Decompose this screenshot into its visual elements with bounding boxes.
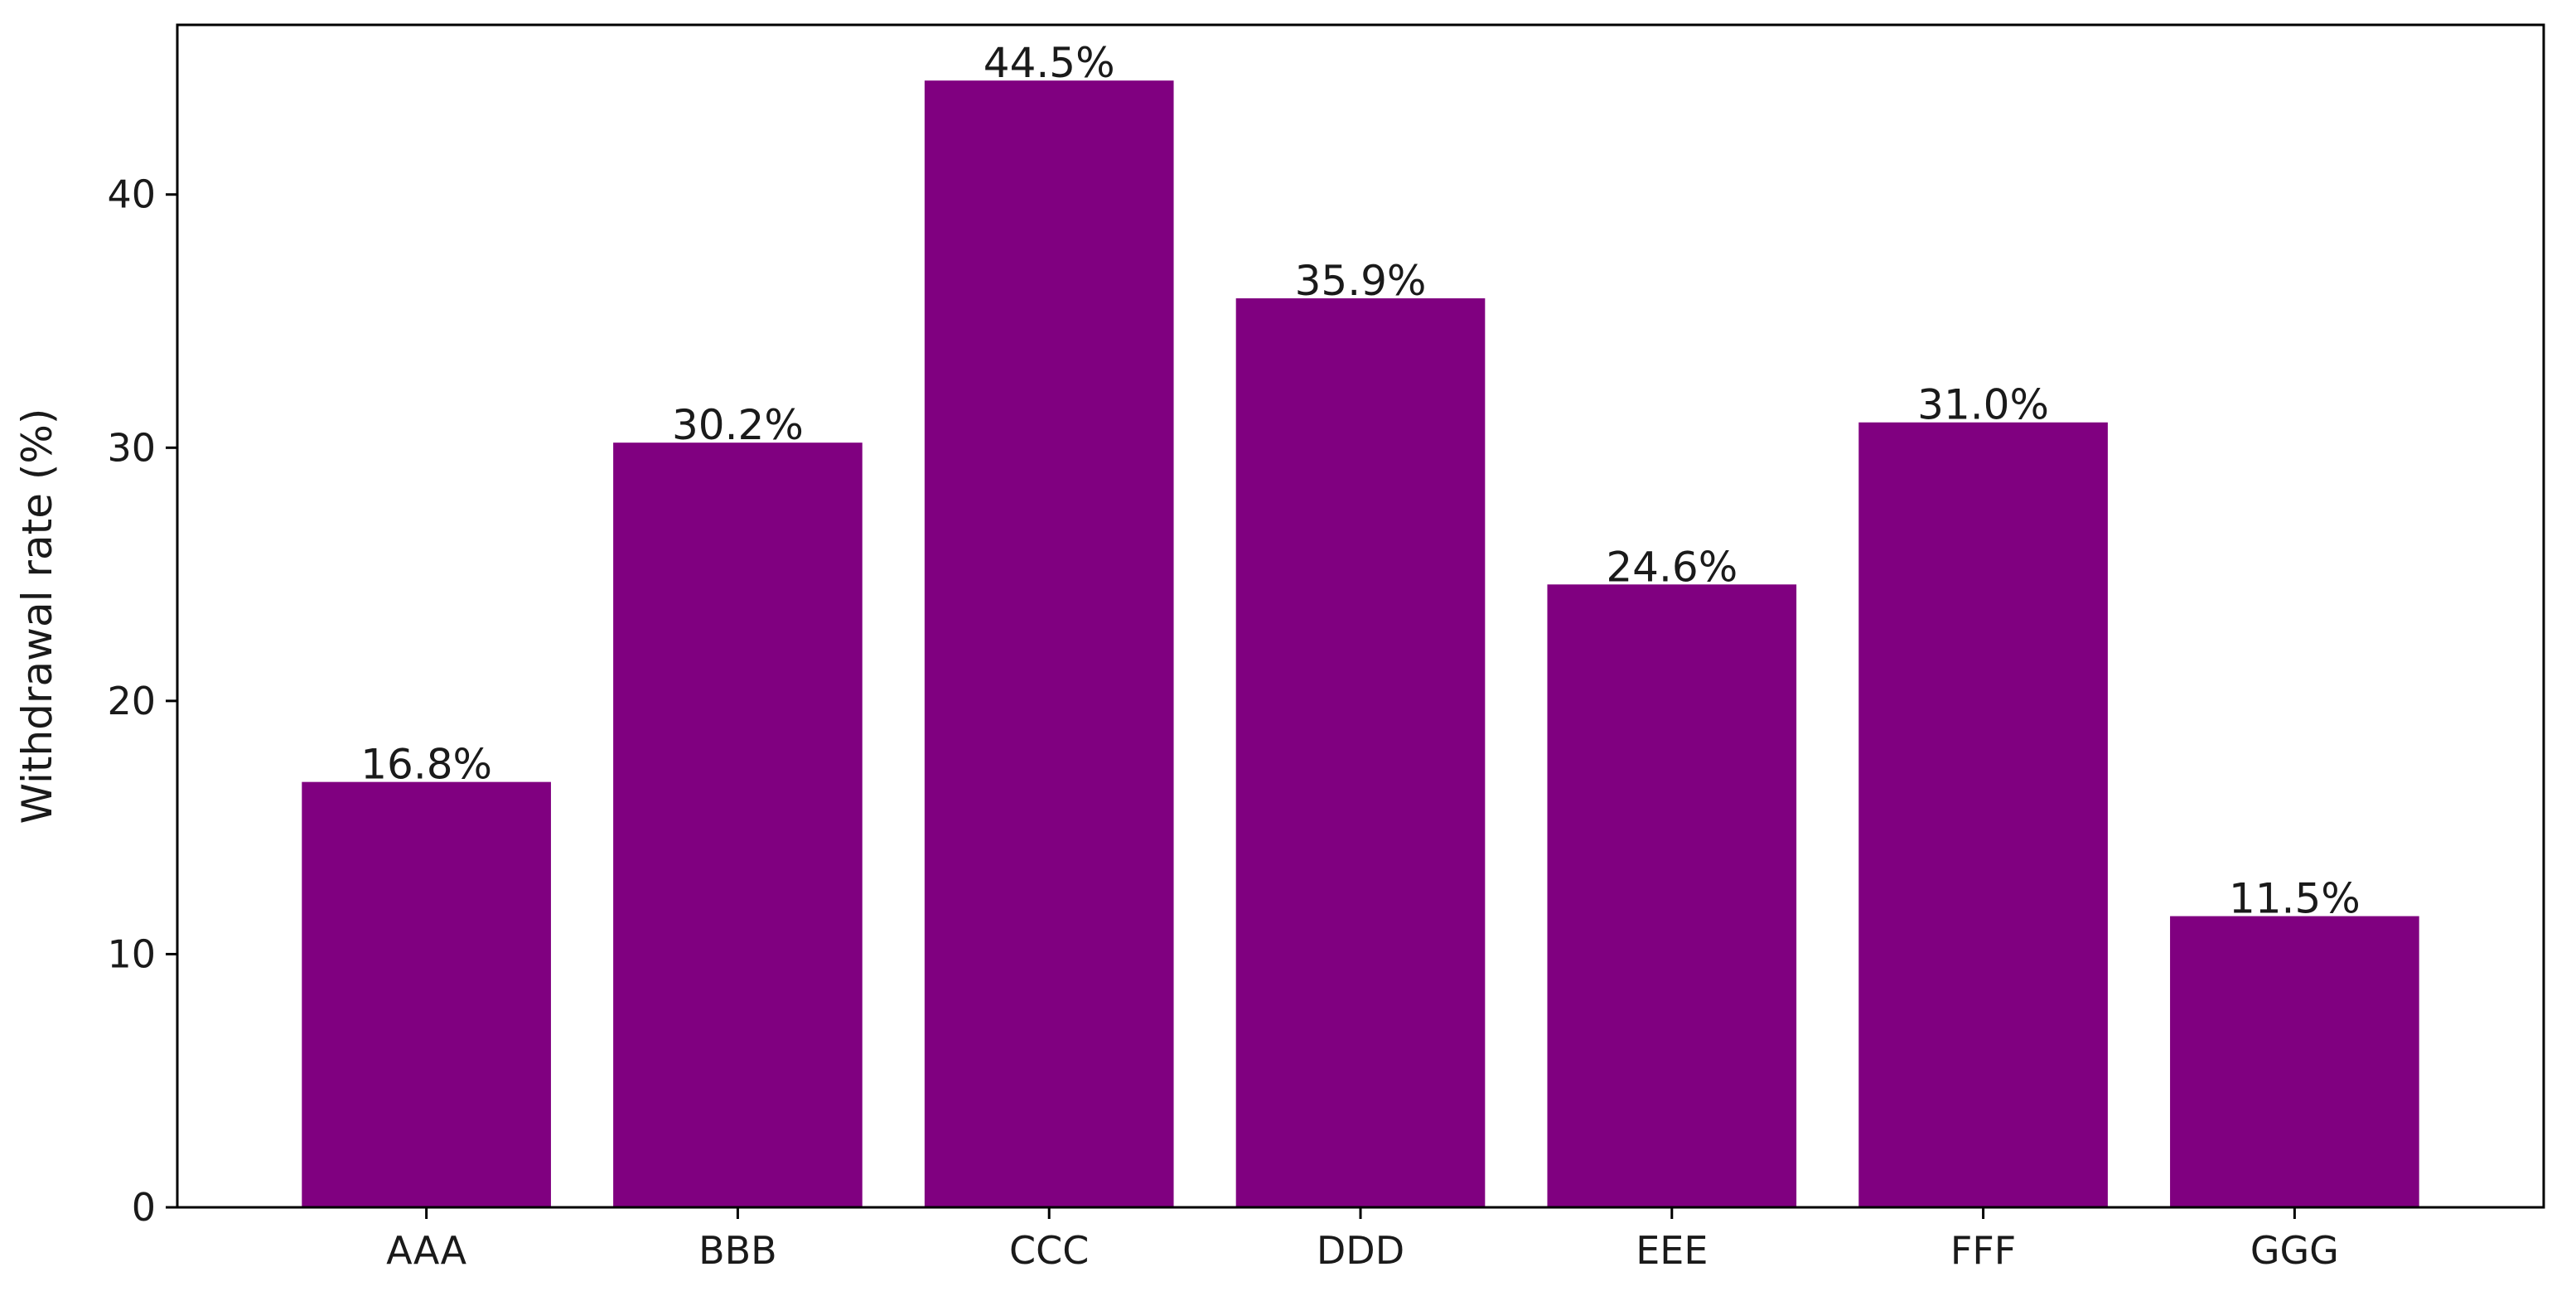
bar-ggg bbox=[2170, 916, 2419, 1207]
bar-ddd bbox=[1235, 298, 1486, 1208]
data-labels: 16.8% 30.2% 44.5% 35.9% 24.6% 31.0% 11.5% bbox=[360, 39, 2361, 922]
bar-ccc bbox=[924, 80, 1174, 1207]
data-label-ddd: 35.9% bbox=[1295, 257, 1427, 305]
data-label-aaa: 16.8% bbox=[360, 741, 492, 789]
y-tick-label-40: 40 bbox=[107, 172, 156, 217]
bar-aaa bbox=[302, 781, 551, 1207]
x-tick-label-ggg: GGG bbox=[2250, 1228, 2339, 1273]
bar-bbb bbox=[613, 442, 863, 1207]
x-tick-label-ccc: CCC bbox=[1009, 1228, 1089, 1273]
data-label-ggg: 11.5% bbox=[2229, 875, 2361, 923]
bar-eee bbox=[1547, 584, 1797, 1207]
data-label-eee: 24.6% bbox=[1606, 543, 1737, 591]
bars bbox=[302, 80, 2419, 1208]
x-tick-label-ddd: DDD bbox=[1317, 1228, 1404, 1273]
axis-ticks: AAA BBB CCC DDD EEE FFF GGG 0 10 20 30 40 bbox=[107, 172, 2338, 1273]
y-axis-label: Withdrawal rate (%) bbox=[13, 409, 61, 825]
y-tick-label-0: 0 bbox=[132, 1185, 156, 1230]
x-tick-label-fff: FFF bbox=[1950, 1228, 2016, 1273]
bar-fff bbox=[1858, 422, 2108, 1207]
data-label-bbb: 30.2% bbox=[672, 401, 804, 449]
data-label-ccc: 44.5% bbox=[984, 39, 1115, 87]
y-tick-label-10: 10 bbox=[107, 931, 156, 976]
x-tick-label-eee: EEE bbox=[1636, 1228, 1708, 1273]
data-label-fff: 31.0% bbox=[1917, 381, 2049, 429]
y-tick-label-20: 20 bbox=[107, 679, 156, 723]
y-tick-label-30: 30 bbox=[107, 425, 156, 470]
x-tick-label-aaa: AAA bbox=[386, 1228, 466, 1273]
plot-frame bbox=[176, 23, 2545, 1209]
x-tick-label-bbb: BBB bbox=[698, 1228, 777, 1273]
